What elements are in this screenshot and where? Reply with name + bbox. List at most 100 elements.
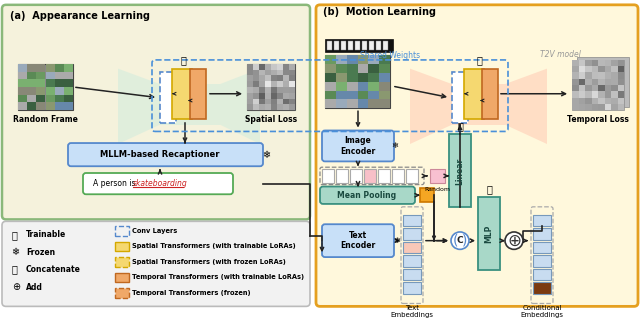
Bar [45,79,54,87]
Bar [369,41,374,50]
Bar [253,104,259,110]
Text: Image
Encoder: Image Encoder [340,136,376,156]
Bar [618,66,624,72]
Bar [253,64,259,70]
Bar [289,64,295,70]
Bar [478,197,500,270]
Bar [533,228,551,240]
Bar [598,66,605,72]
Bar [277,99,283,104]
Bar [36,87,45,95]
Bar [585,79,591,85]
Bar [36,95,45,102]
Bar [420,189,434,202]
Bar [325,55,336,64]
Bar [591,79,598,85]
Bar [403,241,421,253]
Bar [336,55,347,64]
Bar [591,85,598,91]
Bar [533,255,551,267]
Bar [403,282,421,294]
Bar [585,60,591,66]
FancyBboxPatch shape [316,5,638,306]
Text: 🔥: 🔥 [12,230,18,240]
Bar [18,64,73,110]
Bar [271,104,277,110]
Bar [572,66,579,72]
Bar [253,87,259,93]
Bar [618,72,624,79]
Bar [36,71,45,79]
Bar [572,60,624,110]
Bar [618,98,624,104]
Bar [598,98,605,104]
Bar [452,84,505,125]
Bar [160,72,176,123]
Bar [579,66,585,72]
Bar [591,60,598,66]
Text: (b)  Motion Learning: (b) Motion Learning [323,7,436,17]
Bar [572,104,579,110]
Bar [247,93,253,99]
Bar [358,73,369,82]
Bar [605,85,611,91]
Bar [378,169,390,183]
Text: Random: Random [424,187,450,191]
Bar [247,64,295,110]
Text: Conv Layers: Conv Layers [132,228,177,234]
Bar [18,71,27,79]
Bar [347,64,358,73]
Bar [327,41,332,50]
Text: Conditional
Embeddings: Conditional Embeddings [520,305,563,318]
Bar [247,87,253,93]
Bar [605,72,611,79]
Text: Spatial Loss: Spatial Loss [245,115,297,124]
Bar [598,60,605,66]
Bar [54,71,64,79]
Bar [253,81,259,87]
Bar [265,104,271,110]
Bar [379,91,390,100]
Bar [289,75,295,81]
Bar [271,99,277,104]
Text: ❄️: ❄️ [392,141,399,151]
Text: ❄️: ❄️ [12,247,20,257]
Bar [369,64,379,73]
Bar [403,228,421,240]
Text: ⊕: ⊕ [507,232,521,250]
Bar [247,99,253,104]
FancyBboxPatch shape [83,173,233,194]
Bar [27,102,36,110]
Bar [27,87,36,95]
Bar [347,55,358,64]
Text: Spatial Transformers (with frozen LoRAs): Spatial Transformers (with frozen LoRAs) [132,259,286,265]
Polygon shape [505,69,547,144]
Bar [115,226,129,236]
Text: (: ( [452,233,458,247]
Bar [259,87,265,93]
Text: Ⓒ: Ⓒ [12,265,18,275]
Bar [379,82,390,91]
Text: Trainable: Trainable [26,230,67,239]
Bar [27,95,36,102]
Bar [247,64,253,70]
Bar [392,169,404,183]
Bar [611,104,618,110]
Bar [190,69,206,119]
Bar [577,57,629,107]
Bar [271,70,277,75]
Text: Temporal Transformers (frozen): Temporal Transformers (frozen) [132,290,251,296]
Bar [18,64,27,71]
Bar [579,79,585,85]
Bar [579,72,585,79]
FancyBboxPatch shape [2,221,310,306]
Bar [289,81,295,87]
Bar [591,66,598,72]
Bar [18,87,27,95]
Text: 🔥: 🔥 [457,122,463,131]
Bar [271,93,277,99]
Bar [265,99,271,104]
Bar [160,84,220,125]
Bar [283,104,289,110]
Bar [265,87,271,93]
